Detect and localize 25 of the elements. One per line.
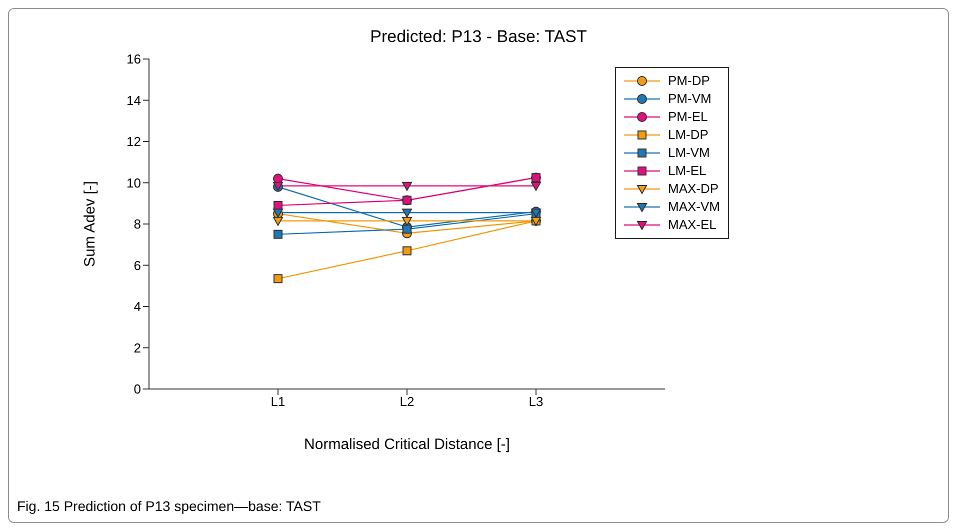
y-axis-title: Sum Adev [-] — [81, 181, 98, 267]
y-tick-label: 0 — [134, 382, 141, 397]
legend-label: PM-EL — [668, 109, 708, 124]
y-tick-label: 10 — [126, 175, 141, 190]
y-tick-label: 14 — [126, 92, 141, 108]
legend-label: PM-DP — [668, 73, 710, 88]
chart-title: Predicted: P13 - Base: TAST — [369, 27, 588, 47]
legend-label: MAX-VM — [668, 199, 720, 214]
x-tick-label: L3 — [528, 394, 544, 410]
legend-label: LM-EL — [668, 163, 706, 178]
x-tick-label: L2 — [400, 394, 414, 410]
legend-label: MAX-DP — [668, 181, 719, 196]
legend-label: MAX-EL — [668, 217, 716, 232]
y-tick-label: 2 — [134, 340, 141, 356]
caption: Fig. 15 Prediction of P13 specimen—base: TAST — [17, 498, 321, 514]
legend-label: LM-DP — [668, 127, 708, 142]
y-tick-label: 12 — [126, 134, 141, 150]
x-axis-title: Normalised Critical Distance [-] — [304, 436, 510, 453]
legend-label: LM-VM — [668, 145, 710, 160]
y-tick-label: 4 — [134, 299, 141, 314]
y-tick-label: 16 — [126, 52, 141, 67]
y-tick-label: 8 — [134, 216, 141, 232]
y-tick-label: 6 — [134, 258, 141, 273]
x-tick-label: L1 — [270, 394, 286, 410]
legend-label: PM-VM — [668, 91, 712, 106]
